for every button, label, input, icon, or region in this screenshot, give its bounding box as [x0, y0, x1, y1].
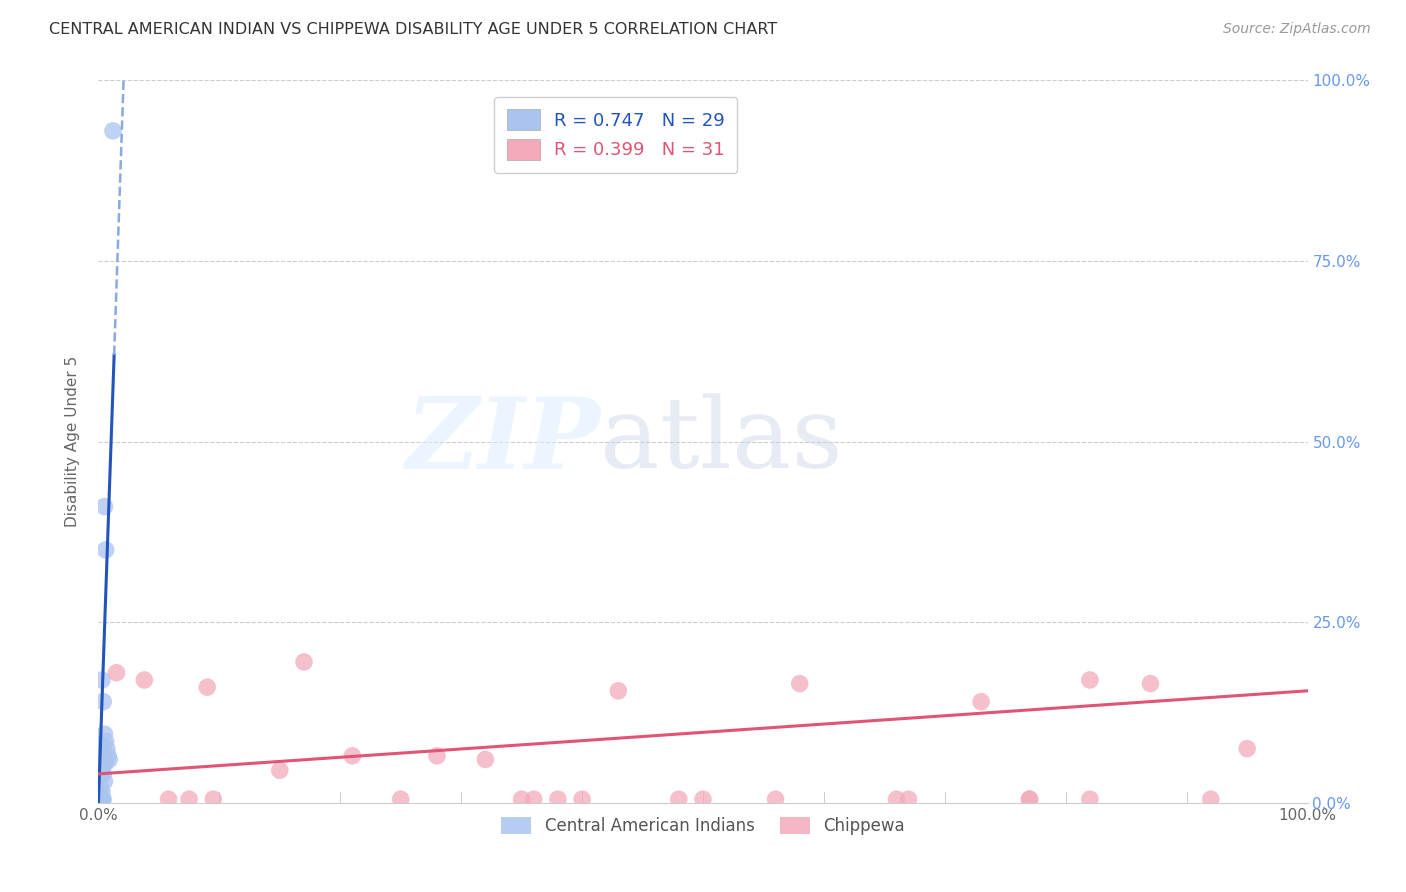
Point: [202, 792, 225, 806]
Point: [1199, 792, 1222, 806]
Point: [91, 792, 114, 806]
Point: [90, 781, 112, 796]
Point: [90, 792, 112, 806]
Point: [97, 748, 120, 763]
Point: [89, 789, 111, 803]
Point: [91, 767, 114, 781]
Point: [389, 792, 412, 806]
Point: [1018, 792, 1040, 806]
Point: [269, 764, 291, 778]
Point: [195, 680, 218, 694]
Point: [474, 752, 496, 766]
Point: [886, 792, 908, 806]
Point: [90, 794, 112, 808]
Point: [510, 792, 533, 806]
Point: [94, 756, 117, 770]
Point: [89, 794, 111, 808]
Point: [91, 741, 114, 756]
Text: atlas: atlas: [600, 393, 844, 490]
Point: [571, 792, 593, 806]
Point: [765, 792, 787, 806]
Point: [93, 774, 115, 789]
Point: [101, 124, 124, 138]
Point: [91, 785, 114, 799]
Point: [1139, 676, 1161, 690]
Point: [93, 727, 115, 741]
Point: [91, 695, 114, 709]
Point: [342, 748, 364, 763]
Point: [426, 748, 449, 763]
Point: [134, 673, 156, 687]
Point: [91, 792, 114, 806]
Point: [91, 756, 114, 770]
Point: [93, 752, 115, 766]
Point: [1236, 741, 1258, 756]
Point: [668, 792, 690, 806]
Point: [91, 792, 114, 806]
Text: CENTRAL AMERICAN INDIAN VS CHIPPEWA DISABILITY AGE UNDER 5 CORRELATION CHART: CENTRAL AMERICAN INDIAN VS CHIPPEWA DISA…: [49, 22, 778, 37]
Text: Source: ZipAtlas.com: Source: ZipAtlas.com: [1223, 22, 1371, 37]
Y-axis label: Disability Age Under 5: Disability Age Under 5: [65, 356, 80, 527]
Point: [90, 767, 112, 781]
Point: [94, 734, 117, 748]
Text: ZIP: ZIP: [405, 393, 600, 490]
Point: [105, 665, 128, 680]
Point: [692, 792, 714, 806]
Point: [607, 683, 630, 698]
Point: [91, 760, 114, 774]
Point: [1078, 673, 1101, 687]
Point: [96, 741, 118, 756]
Point: [91, 673, 114, 687]
Point: [897, 792, 920, 806]
Point: [292, 655, 315, 669]
Point: [789, 676, 811, 690]
Point: [91, 795, 114, 809]
Point: [1018, 792, 1040, 806]
Point: [523, 792, 546, 806]
Point: [1078, 792, 1101, 806]
Point: [970, 695, 993, 709]
Point: [93, 500, 115, 514]
Legend: Central American Indians, Chippewa: Central American Indians, Chippewa: [492, 807, 914, 845]
Point: [94, 542, 117, 557]
Point: [157, 792, 180, 806]
Point: [90, 738, 112, 752]
Point: [547, 792, 569, 806]
Point: [179, 792, 201, 806]
Point: [98, 752, 121, 766]
